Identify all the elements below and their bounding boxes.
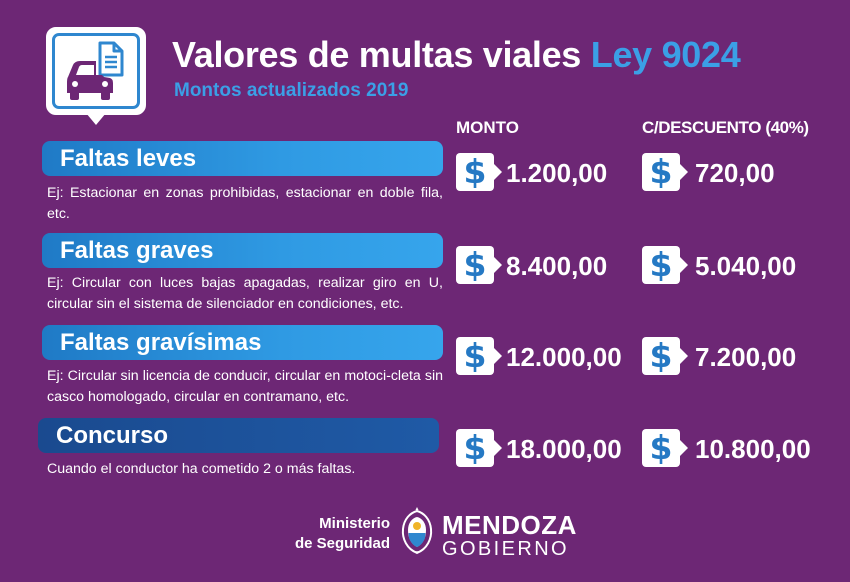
monto-value: 18.000,00 (506, 434, 622, 464)
descuento-value: 5.040,00 (695, 251, 797, 281)
descuento-value: 10.800,00 (695, 434, 811, 464)
title-highlight: Ley 9024 (590, 34, 741, 75)
dollar-icon: $ (456, 429, 494, 467)
column-header-monto: MONTO (456, 118, 519, 137)
descuento-value: 720,00 (695, 158, 775, 188)
dollar-icon: $ (642, 429, 680, 467)
car-document-icon (67, 41, 124, 100)
page-title: Valores de multas viales Ley 9024 (172, 34, 741, 75)
dollar-icon-tail (680, 440, 688, 456)
dollar-icon: $ (642, 337, 680, 375)
monto-value: 12.000,00 (506, 342, 622, 372)
ministry-name: Ministerio de Seguridad (294, 515, 390, 552)
header-icon-tail (86, 113, 106, 125)
page-subtitle: Montos actualizados 2019 (174, 80, 409, 101)
dollar-icon: $ (456, 337, 494, 375)
dollar-icon-tail (494, 348, 502, 364)
category-description: Ej: Estacionar en zonas prohibidas, esta… (47, 185, 443, 222)
category-label-gravisimas: Faltas gravísimas (42, 325, 443, 360)
category-description: Cuando el conductor ha cometido 2 o más … (47, 461, 356, 477)
monto-value: 1.200,00 (506, 158, 608, 188)
dollar-icon-tail (494, 257, 502, 273)
provincial-seal-icon (401, 507, 433, 555)
category-label-concurso: Concurso (38, 418, 439, 453)
category-description: Ej: Circular con luces bajas apagadas, r… (47, 275, 443, 312)
dollar-icon-tail (494, 440, 502, 456)
dollar-icon-tail (680, 164, 688, 180)
government-label: GOBIERNO (442, 538, 569, 560)
monto-value: 8.400,00 (506, 251, 608, 281)
category-label-leves: Faltas leves (42, 141, 443, 176)
descuento-value: 7.200,00 (695, 342, 797, 372)
dollar-icon-tail (680, 348, 688, 364)
category-label-graves: Faltas graves (42, 233, 443, 268)
header-icon-box (46, 27, 146, 115)
dollar-icon: $ (642, 153, 680, 191)
province-name: MENDOZA (442, 510, 577, 540)
dollar-icon: $ (456, 246, 494, 284)
category-description: Ej: Circular sin licencia de conducir, c… (47, 368, 443, 405)
dollar-icon-tail (494, 164, 502, 180)
dollar-icon: $ (456, 153, 494, 191)
dollar-icon: $ (642, 246, 680, 284)
dollar-icon-tail (680, 257, 688, 273)
column-header-descuento: C/DESCUENTO (40%) (642, 118, 809, 137)
